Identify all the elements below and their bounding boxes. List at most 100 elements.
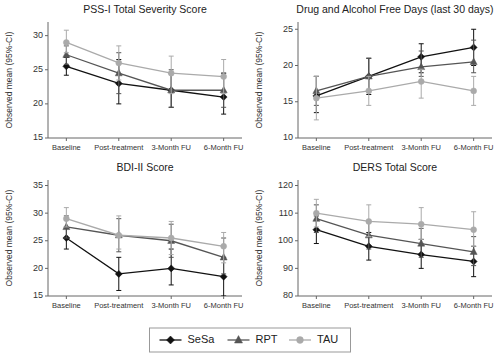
data-point <box>63 216 69 222</box>
y-axis <box>298 180 299 296</box>
error-bar-cap <box>314 76 319 77</box>
error-bar-cap <box>116 257 121 258</box>
error-bar <box>64 30 69 53</box>
x-tick-label: 3-Month FU <box>401 301 441 310</box>
error-bar <box>221 73 226 114</box>
data-point <box>220 273 227 280</box>
error-bar <box>471 40 476 73</box>
error-bar-cap <box>116 290 121 291</box>
y-axis-label: Observed mean (95%-CI) <box>4 31 14 128</box>
data-point <box>63 39 69 45</box>
y-tick-label: 20 <box>283 60 293 70</box>
chart-title: BDI-II Score <box>116 161 173 173</box>
error-bar <box>471 212 476 247</box>
series <box>313 199 476 246</box>
x-tick-label: Post-treatment <box>94 143 144 152</box>
y-tick-label: 35 <box>33 180 43 190</box>
error-bar-cap <box>221 114 226 115</box>
panel: PSS-I Total Severity Score Observed mean … <box>4 3 243 152</box>
series <box>313 205 477 266</box>
error-bar <box>169 56 174 94</box>
series <box>313 216 477 277</box>
series-line <box>66 219 223 247</box>
error-bar-cap <box>419 207 424 208</box>
figure: PSS-I Total Severity Score Observed mean … <box>0 0 500 358</box>
error-bar-cap <box>471 246 476 247</box>
legend-marker <box>297 337 304 344</box>
x-tick <box>223 296 224 299</box>
error-bar-cap <box>419 69 424 70</box>
data-point <box>168 70 174 76</box>
y-tick-label: 15 <box>283 96 293 106</box>
legend-label: TAU <box>317 333 338 345</box>
error-bar-cap <box>314 226 319 227</box>
y-tick-label: 120 <box>278 180 293 190</box>
legend-marker <box>235 336 243 343</box>
data-point <box>221 243 227 249</box>
error-bar-cap <box>169 254 174 255</box>
x-tick <box>473 138 474 141</box>
data-point <box>470 248 477 254</box>
error-bar-cap <box>169 221 174 222</box>
x-tick <box>66 296 67 299</box>
error-bar-cap <box>116 103 121 104</box>
chart-title: PSS-I Total Severity Score <box>83 3 207 15</box>
data-point <box>471 88 477 94</box>
data-point <box>471 227 477 233</box>
x-tick <box>316 296 317 299</box>
x-tick-label: Post-treatment <box>344 301 394 310</box>
error-bar <box>221 232 226 262</box>
error-bar-cap <box>64 75 69 76</box>
error-bar-cap <box>169 56 174 57</box>
error-bar-cap <box>419 239 424 240</box>
error-bar-cap <box>221 107 226 108</box>
error-bar <box>314 76 319 120</box>
y-tick-label: 100 <box>278 235 293 245</box>
error-bar <box>419 69 424 98</box>
error-bar-cap <box>366 204 371 205</box>
y-tick-label: 20 <box>33 98 43 108</box>
panel: BDI-II ScoreObserved mean (95%-CI)152025… <box>4 161 243 310</box>
plot-area <box>313 29 477 120</box>
error-bar-cap <box>314 76 319 77</box>
error-bar <box>221 257 226 296</box>
error-bar-cap <box>169 107 174 108</box>
error-bar-cap <box>314 76 319 77</box>
y-tick-label: 20 <box>33 263 43 273</box>
x-axis <box>298 296 492 297</box>
x-tick <box>316 138 317 141</box>
series <box>63 46 227 107</box>
error-bar <box>64 216 69 238</box>
error-bar-cap <box>169 93 174 94</box>
series-line <box>66 238 223 277</box>
y-axis-label: Observed mean (95%-CI) <box>254 189 264 286</box>
series-line <box>66 42 223 76</box>
error-bar-cap <box>419 98 424 99</box>
error-bar-cap <box>64 226 69 227</box>
error-bar-cap <box>169 107 174 108</box>
error-bar-cap <box>471 29 476 30</box>
error-bar-cap <box>471 265 476 266</box>
data-point <box>366 218 372 224</box>
x-tick <box>118 138 119 141</box>
error-bar-cap <box>419 257 424 258</box>
x-tick <box>223 138 224 141</box>
series <box>313 69 476 120</box>
error-bar-cap <box>314 243 319 244</box>
error-bar <box>366 58 371 94</box>
plot-area <box>313 199 477 276</box>
error-bar-cap <box>471 72 476 73</box>
x-tick <box>421 138 422 141</box>
error-bar-cap <box>169 257 174 258</box>
error-bar-cap <box>314 232 319 233</box>
error-bar-cap <box>64 52 69 53</box>
error-bar-stem <box>473 40 474 73</box>
data-point <box>313 95 319 101</box>
series <box>313 29 477 112</box>
panel: DERS Total ScoreObserved mean (95%-CI)80… <box>254 161 493 310</box>
data-point <box>313 210 319 216</box>
error-bar-cap <box>221 273 226 274</box>
error-bar-cap <box>471 276 476 277</box>
chart-title: DERS Total Score <box>353 161 438 173</box>
series-line <box>316 230 473 262</box>
